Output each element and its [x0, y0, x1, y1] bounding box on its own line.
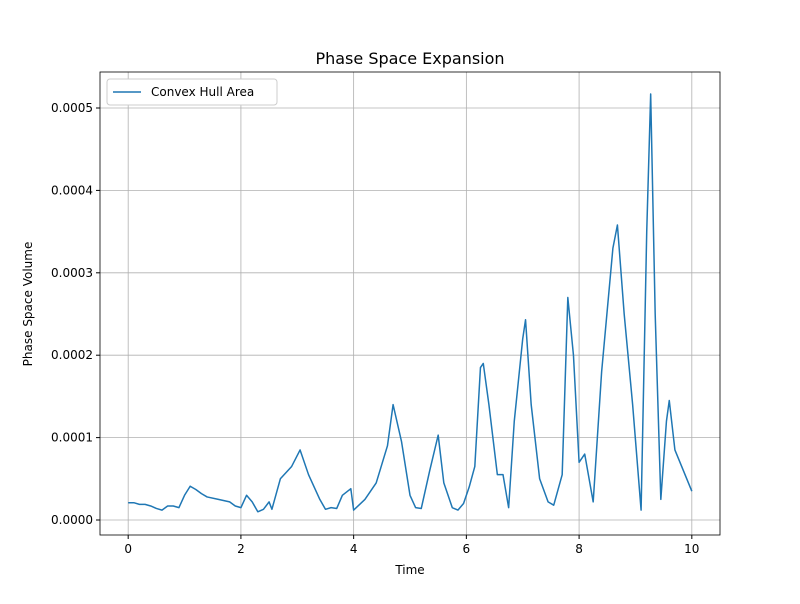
legend-box: [106, 78, 278, 106]
y-tick-label: 0.0001: [51, 431, 93, 445]
x-tick-label: 2: [237, 542, 245, 556]
y-axis-label: Phase Space Volume: [21, 242, 35, 367]
y-tick-label: 0.0000: [51, 513, 93, 527]
y-tick-label: 0.0003: [51, 266, 93, 280]
x-axis-label: Time: [394, 563, 424, 577]
data-line: [128, 93, 693, 513]
x-tick-label: 4: [350, 542, 358, 556]
x-tick-label: 0: [124, 542, 132, 556]
x-tick-label: 10: [684, 542, 699, 556]
y-tick-label: 0.0005: [51, 101, 93, 115]
x-tick-label: 6: [463, 542, 471, 556]
plot-frame: [99, 71, 721, 536]
legend-label: Convex Hull Area: [151, 85, 254, 99]
legend: Convex Hull Area: [106, 78, 278, 106]
y-tick-label: 0.0002: [51, 348, 93, 362]
x-tick-label: 8: [575, 542, 583, 556]
chart-title: Phase Space Expansion: [315, 49, 504, 68]
y-tick-label: 0.0004: [51, 183, 93, 197]
